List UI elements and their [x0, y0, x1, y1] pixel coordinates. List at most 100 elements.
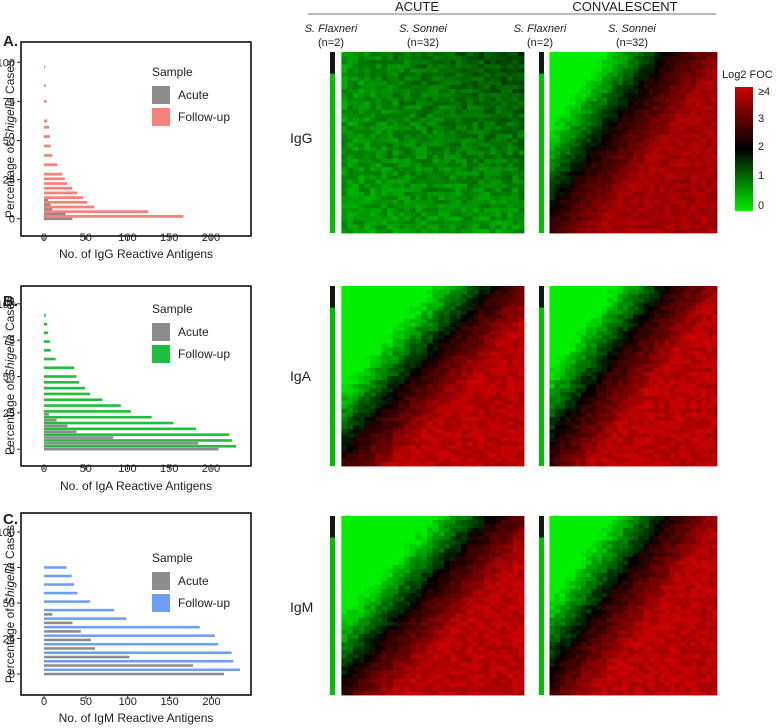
heatmap-cell — [549, 109, 556, 115]
heatmap-cell — [643, 224, 650, 230]
heatmap-cell — [387, 351, 394, 356]
heatmap-cell — [675, 196, 681, 201]
heatmap-cell — [596, 167, 603, 172]
heatmap-cell — [489, 404, 496, 410]
heatmap-cell — [398, 445, 405, 450]
heatmap-cell — [409, 196, 416, 201]
heatmap-cell — [409, 359, 416, 365]
heatmap-cell — [696, 179, 702, 184]
heatmap-cell — [669, 175, 676, 180]
flexneri-strip — [330, 52, 336, 233]
heatmap-cell — [472, 101, 479, 106]
heatmap-cell — [518, 314, 525, 320]
heatmap-cell — [392, 412, 399, 418]
heatmap-cell — [617, 52, 624, 57]
heatmap-cell — [415, 56, 422, 61]
heatmap-cell — [675, 187, 681, 193]
heatmap-cell — [392, 425, 399, 430]
heatmap-cell — [449, 130, 456, 135]
heatmap-cell — [501, 159, 508, 164]
heatmap-cell — [369, 191, 376, 197]
heatmap-cell — [466, 294, 473, 299]
heatmap-cell — [444, 220, 451, 226]
heatmap-cell — [341, 216, 348, 221]
heatmap-cell — [415, 343, 422, 348]
heatmap-cell — [680, 294, 686, 299]
heatmap-cell — [392, 208, 399, 213]
heatmap-cell — [381, 351, 388, 356]
heatmap-cell — [638, 228, 645, 234]
heatmap-cell — [398, 113, 405, 119]
heatmap-cell — [622, 322, 629, 328]
heatmap-cell — [375, 68, 382, 73]
heatmap-cell — [341, 302, 348, 307]
heatmap-cell — [580, 183, 587, 189]
heatmap-cell — [512, 56, 519, 61]
heatmap-cell — [404, 306, 411, 311]
heatmap-cell — [404, 441, 411, 446]
heatmap-cell — [455, 163, 462, 168]
heatmap-cell — [669, 220, 676, 226]
heatmap-cell — [612, 343, 618, 348]
heatmap-cell — [696, 159, 702, 164]
heatmap-cell — [415, 105, 422, 110]
heatmap-cell — [706, 89, 713, 94]
heatmap-cell — [421, 347, 428, 352]
heatmap-cell — [449, 351, 456, 356]
heatmap-cell — [580, 101, 587, 106]
heatmap-cell — [580, 84, 587, 90]
heatmap-cell — [341, 441, 348, 446]
heatmap-cell — [438, 204, 445, 209]
heatmap-cell — [484, 294, 491, 299]
heatmap-cell — [518, 224, 525, 230]
heatmap-cell — [375, 159, 382, 164]
heatmap-cell — [472, 84, 479, 90]
heatmap-cell — [607, 212, 613, 217]
heatmap-cell — [575, 163, 582, 168]
heatmap-cell — [570, 76, 576, 82]
heatmap-cell — [415, 163, 422, 168]
heatmap-cell — [438, 196, 445, 201]
heatmap-cell — [675, 175, 681, 180]
heatmap-cell — [633, 76, 639, 82]
heatmap-cell — [664, 56, 671, 61]
heatmap-cell — [575, 347, 582, 352]
heatmap-cell — [455, 318, 462, 324]
heatmap-cell — [455, 404, 462, 410]
bar-panel-igm: C.0255075100050100150200No. of IgM React… — [0, 511, 252, 725]
heatmap-cell — [554, 326, 561, 332]
heatmap-cell — [484, 117, 491, 123]
heatmap-cell — [685, 138, 692, 143]
heatmap-cell — [701, 146, 707, 152]
heatmap-cell — [570, 130, 576, 135]
heatmap-cell — [643, 335, 650, 340]
heatmap-cell — [617, 191, 624, 197]
heatmap-cell — [375, 433, 382, 438]
heatmap-cell — [472, 183, 479, 189]
heatmap-cell — [358, 163, 365, 168]
heatmap-cell — [375, 437, 382, 442]
heatmap-cell — [398, 105, 405, 110]
heatmap-cell — [638, 183, 645, 189]
heatmap-igg-acute — [330, 52, 525, 234]
heatmap-cell — [358, 363, 365, 369]
heatmap-cell — [659, 183, 665, 189]
heatmap-cell — [404, 72, 411, 78]
heatmap-cell — [669, 310, 676, 315]
heatmap-cell — [358, 109, 365, 115]
heatmap-cell — [484, 453, 491, 459]
heatmap-cell — [591, 343, 597, 348]
heatmap-cell — [659, 154, 665, 160]
heatmap-cell — [680, 216, 686, 221]
heatmap-cell — [472, 80, 479, 86]
heatmap-cell — [648, 228, 655, 234]
heatmap-cell — [669, 142, 676, 147]
heatmap-cell — [432, 421, 439, 426]
heatmap-cell — [512, 433, 519, 438]
heatmap-cell — [415, 138, 422, 143]
heatmap-cell — [347, 347, 354, 352]
heatmap-cell — [358, 376, 365, 381]
heatmap-cell — [628, 224, 634, 230]
heatmap-cell — [364, 72, 371, 78]
heatmap-cell — [369, 134, 376, 139]
